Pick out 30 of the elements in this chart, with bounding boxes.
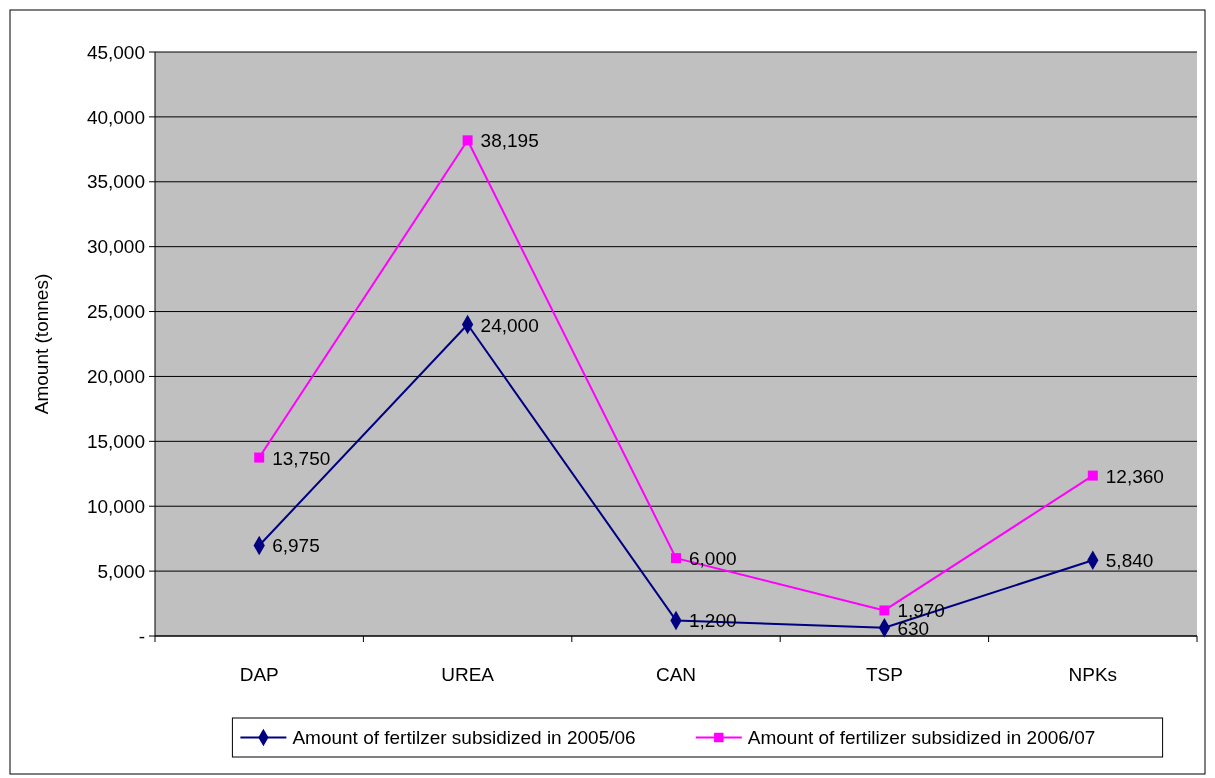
y-tick-label: 40,000	[86, 106, 145, 128]
data-label: 38,195	[480, 130, 539, 152]
x-tick-label: NPKs	[1068, 664, 1118, 685]
legend-label: Amount of fertilizer subsidized in 2006/07	[747, 727, 1096, 749]
y-tick-label: 45,000	[86, 41, 145, 63]
y-tick-label: 10,000	[86, 495, 145, 517]
data-label: 13,750	[272, 447, 331, 469]
x-tick-label: TSP	[865, 664, 903, 685]
data-label: 6,000	[689, 548, 737, 570]
point	[1087, 470, 1098, 481]
point	[879, 605, 890, 616]
data-label: 6,975	[272, 535, 320, 557]
y-tick-label: 20,000	[86, 366, 145, 388]
x-tick-label: UREA	[441, 664, 495, 685]
legend-label: Amount of fertilzer subsidized in 2005/06	[292, 727, 636, 749]
y-tick-label: 35,000	[86, 171, 145, 193]
data-label: 24,000	[480, 314, 539, 336]
x-tick-label: DAP	[239, 664, 279, 685]
point	[462, 135, 473, 146]
x-tick-label: CAN	[655, 664, 697, 685]
point	[671, 553, 681, 564]
y-tick-label: 25,000	[86, 301, 145, 323]
point	[254, 452, 265, 463]
y-axis-title: Amount (tonnes)	[31, 273, 52, 415]
y-tick-label: 5,000	[97, 560, 145, 582]
data-label: 12,360	[1105, 465, 1164, 487]
y-tick-label: 15,000	[86, 430, 145, 452]
y-tick-label: -	[138, 625, 145, 647]
data-label: 5,840	[1105, 550, 1154, 572]
y-tick-label: 30,000	[86, 236, 145, 258]
